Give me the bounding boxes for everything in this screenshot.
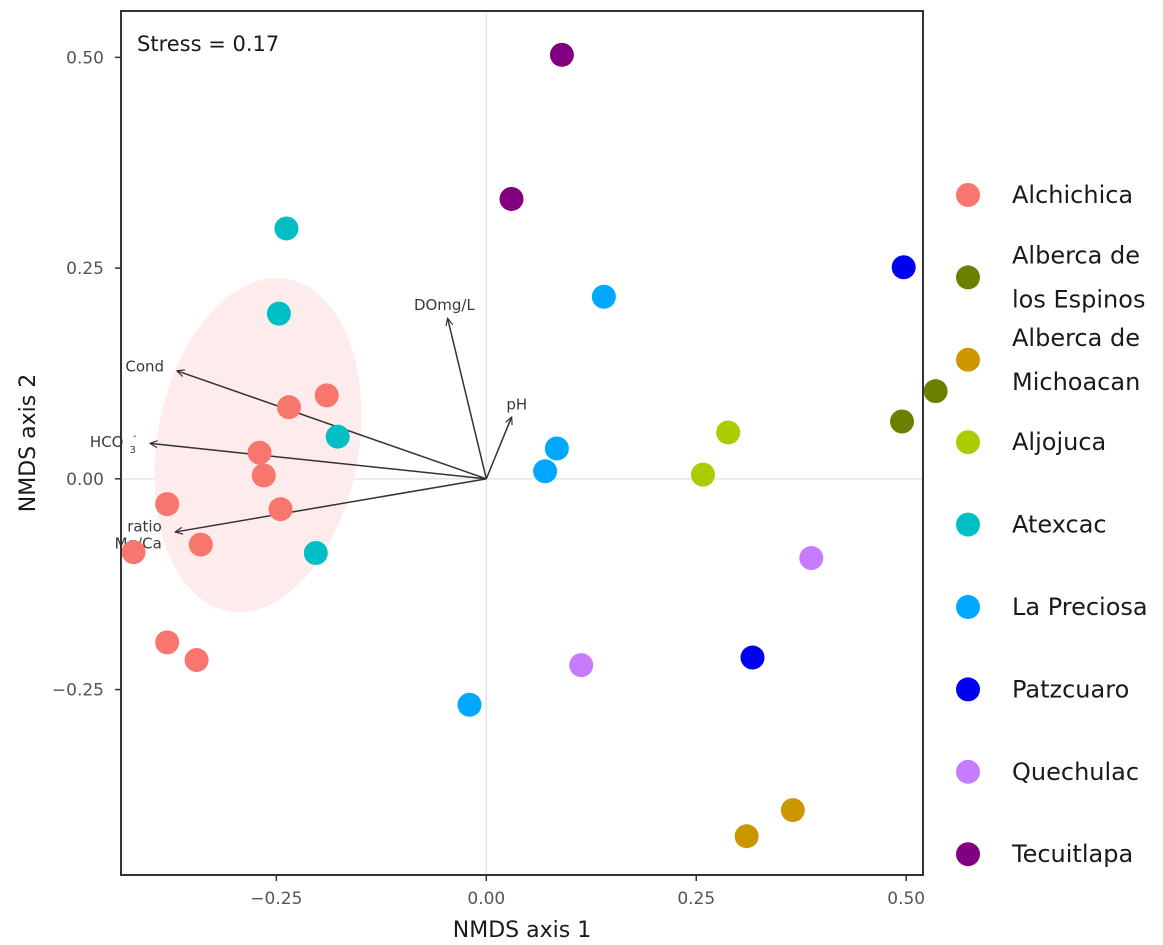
- point-alchichica-3: [247, 440, 272, 465]
- vector-arrow-cond: [177, 371, 487, 480]
- vector-label-domg-l: DOmg/L: [414, 296, 476, 314]
- legend-label-alberca-de-los-espinos-line2: los Espinos: [1012, 285, 1145, 313]
- legend-swatch-atexcac: [956, 512, 980, 537]
- legend-label-alberca-de-los-espinos-line1: Alberca de: [1012, 241, 1140, 269]
- point-alchichica-7: [188, 532, 213, 557]
- point-quechulac-2: [569, 653, 594, 678]
- plot-frame: [120, 10, 924, 876]
- point-la-preciosa-1: [591, 284, 616, 309]
- x-axis-title: NMDS axis 1: [453, 918, 591, 943]
- legend-label-alberca-de-michoacan-line1: Alberca de: [1012, 324, 1140, 352]
- y-tick-label-2: 0.00: [66, 470, 104, 490]
- legend-swatch-alberca-de-michoacan: [956, 347, 980, 372]
- stress-annotation: Stress = 0.17: [137, 32, 279, 56]
- vector-label-ratiomg-ca: ratio: [127, 517, 162, 535]
- legend-swatch-alchichica: [956, 183, 980, 207]
- vector-arrow-ph: [485, 417, 511, 480]
- vector-label-hco: HCO 3-: [90, 431, 137, 456]
- point-alchichica-10: [184, 648, 209, 673]
- point-alberca-de-michoacan-2: [734, 824, 759, 849]
- x-tick-label-2: 0.00: [467, 889, 505, 909]
- legend-label-alberca-de-michoacan-line2: Michoacan: [1012, 368, 1140, 396]
- point-alchichica-8: [121, 540, 146, 565]
- vector-arrow-hco: [150, 443, 487, 480]
- point-patzcuaro-2: [740, 645, 765, 670]
- point-alberca-de-los-espinos-1: [923, 379, 948, 404]
- x-tick-label-3: 0.25: [677, 889, 715, 909]
- legend-label-la-preciosa: La Preciosa: [1012, 593, 1148, 621]
- y-tick-label-1: −0.25: [52, 681, 104, 701]
- vector-label-ph: pH: [506, 395, 527, 413]
- point-aljojuca-1: [716, 420, 741, 445]
- legend-label-tecuitlapa: Tecuitlapa: [1011, 840, 1133, 868]
- point-alberca-de-michoacan-1: [780, 798, 805, 823]
- y-tick-label-3: 0.25: [66, 259, 104, 279]
- vector-label-cond: Cond: [125, 357, 164, 375]
- data-points: [121, 42, 948, 849]
- point-alchichica-9: [155, 630, 180, 655]
- point-la-preciosa-2: [544, 436, 569, 461]
- legend-swatch-la-preciosa: [956, 595, 980, 619]
- x-tick-label-4: 0.50: [887, 889, 925, 909]
- point-alchichica-1: [314, 383, 339, 408]
- legend-swatch-aljojuca: [956, 430, 980, 455]
- legend-label-aljojuca: Aljojuca: [1012, 428, 1106, 456]
- vector-arrow-ratiomg-ca: [176, 478, 487, 532]
- point-atexcac-1: [274, 216, 299, 241]
- x-tick-label-1: −0.25: [250, 889, 302, 909]
- legend-label-atexcac: Atexcac: [1012, 511, 1107, 539]
- legend-swatch-alberca-de-los-espinos: [956, 265, 980, 290]
- point-tecuitlapa-1: [549, 42, 574, 67]
- legend-label-quechulac: Quechulac: [1012, 758, 1139, 786]
- point-aljojuca-2: [690, 462, 715, 487]
- point-tecuitlapa-2: [499, 186, 524, 211]
- point-quechulac-1: [799, 546, 824, 571]
- legend-swatch-quechulac: [956, 759, 980, 784]
- point-atexcac-3: [325, 424, 350, 449]
- legend: Alchichica Alberca de los Espinos Alberca d…: [956, 181, 1148, 868]
- point-alchichica-2: [276, 395, 301, 420]
- point-alchichica-6: [155, 492, 180, 517]
- point-la-preciosa-4: [457, 692, 482, 717]
- point-alchichica-5: [268, 497, 293, 522]
- vector-arrow-domg-l: [448, 319, 488, 480]
- point-alchichica-4: [251, 463, 276, 488]
- point-alberca-de-los-espinos-2: [890, 409, 915, 434]
- y-axis-title: NMDS axis 2: [16, 374, 41, 512]
- legend-swatch-patzcuaro: [956, 677, 980, 702]
- point-atexcac-2: [266, 301, 291, 326]
- legend-label-alchichica: Alchichica: [1012, 181, 1133, 209]
- y-tick-label-4: 0.50: [66, 48, 104, 68]
- point-patzcuaro-1: [891, 255, 916, 280]
- point-la-preciosa-3: [533, 459, 558, 484]
- legend-label-patzcuaro: Patzcuaro: [1012, 675, 1129, 703]
- legend-swatch-tecuitlapa: [956, 842, 980, 867]
- axes: −0.25 0.00 0.25 0.50 −0.25 0.00 0.25 0.50: [52, 48, 925, 909]
- point-atexcac-4: [303, 541, 328, 566]
